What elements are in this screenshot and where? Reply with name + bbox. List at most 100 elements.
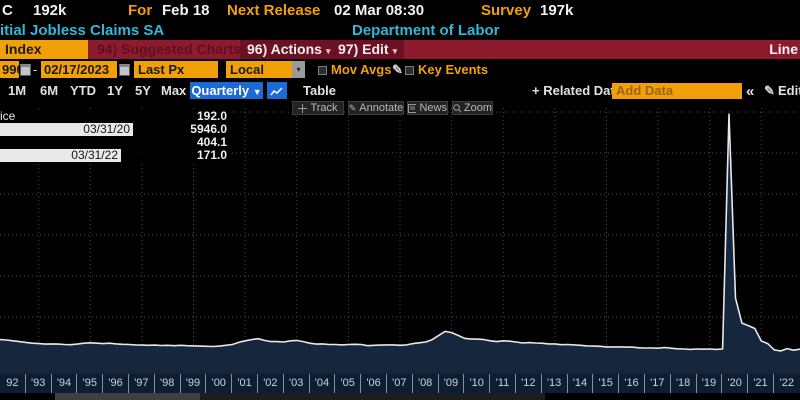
line-chart-icon[interactable] <box>267 82 287 99</box>
x-axis-tick-label: '99 <box>181 374 207 393</box>
for-label: For <box>128 2 153 19</box>
bottom-edge <box>55 393 200 400</box>
legend-date-highlight[interactable]: 03/31/20 <box>0 123 133 136</box>
actions-menu-button[interactable]: 96) Actions ▾ <box>240 40 338 59</box>
chevron-down-icon: ▾ <box>325 46 331 56</box>
annotate-button[interactable]: ✎ Annotate <box>348 101 404 115</box>
ticker-fragment: C <box>2 2 13 19</box>
calendar-icon[interactable] <box>119 64 130 76</box>
x-axis-tick-label: '11 <box>490 374 516 393</box>
info-bar: C 192k For Feb 18 Next Release 02 Mar 08… <box>0 0 800 21</box>
legend-row: 03/31/20 5946.0 <box>0 123 232 136</box>
suggested-charts-button[interactable]: 94) Suggested Charts <box>97 41 241 57</box>
actions-label: 96) Actions <box>247 41 322 57</box>
data-source: Department of Labor <box>352 22 500 39</box>
x-axis-tick-label: '00 <box>206 374 233 393</box>
x-axis-tick-label: '01 <box>232 374 258 393</box>
chevron-down-icon: ▼ <box>252 87 262 97</box>
from-date-field[interactable]: 990 <box>0 61 19 78</box>
tab-range-ytd[interactable]: YTD <box>70 83 96 98</box>
x-axis-tick-label: '04 <box>310 374 336 393</box>
survey-value: 197k <box>540 2 574 19</box>
legend-row: 03/31/22 171.0 <box>0 149 232 162</box>
related-data-label[interactable]: + Related Dat <box>532 83 615 98</box>
x-axis: 92'93'94'95'96'97'98'99'00'01'02'03'04'0… <box>0 374 800 393</box>
next-release-value: 02 Mar 08:30 <box>334 2 425 19</box>
x-axis-tick-label: '03 <box>284 374 310 393</box>
news-button[interactable]: News <box>407 101 448 115</box>
legend-row: 404.1 <box>0 136 232 149</box>
for-value: Feb 18 <box>162 2 210 19</box>
x-axis-tick-label: '19 <box>697 374 723 393</box>
x-axis-tick-label: '14 <box>568 374 594 393</box>
x-axis-tick-label: '08 <box>413 374 439 393</box>
mov-avgs-label[interactable]: Mov Avgs <box>331 62 392 77</box>
key-events-label[interactable]: Key Events <box>418 62 489 77</box>
annotate-label: Annotate <box>359 102 404 114</box>
annotate-icon: ✎ <box>348 103 357 113</box>
periodicity-select[interactable]: Quarterly ▼ <box>190 82 263 99</box>
tab-range-max[interactable]: Max <box>161 83 187 98</box>
currency-dropdown-arrow-icon[interactable]: ▾ <box>292 61 305 78</box>
pencil-icon[interactable]: ✎ <box>392 62 403 77</box>
zoom-label: Zoom <box>463 102 492 114</box>
legend-value: 5946.0 <box>190 122 227 136</box>
key-events-checkbox[interactable] <box>405 66 414 75</box>
edit-label: 97) Edit <box>338 41 389 57</box>
track-button[interactable]: Track <box>292 101 344 115</box>
x-axis-tick-label: 92 <box>0 374 26 393</box>
x-axis-tick-label: '09 <box>439 374 465 393</box>
zoom-button[interactable]: Zoom <box>452 101 493 115</box>
tab-range-1m[interactable]: 1M <box>8 83 27 98</box>
range-tabs-row: 1M 6M YTD 1Y 5Y Max Quarterly ▼ Table + Relat… <box>0 81 800 100</box>
edit-menu-button[interactable]: 97) Edit ▾ <box>331 40 405 59</box>
pencil-icon: ✎ <box>764 83 775 98</box>
x-axis-tick-label: '98 <box>155 374 181 393</box>
legend-value: 404.1 <box>196 135 227 149</box>
next-release-label: Next Release <box>227 2 321 19</box>
legend-date-highlight[interactable]: 03/31/22 <box>0 149 121 162</box>
legend-value: 171.0 <box>196 148 227 162</box>
x-axis-tick-label: '95 <box>77 374 104 393</box>
add-data-input[interactable]: Add Data <box>612 83 742 99</box>
calendar-icon[interactable] <box>20 64 31 76</box>
x-axis-tick-label: '16 <box>619 374 645 393</box>
track-label: Track <box>310 102 338 114</box>
currency-select[interactable]: Local CCY <box>226 61 292 78</box>
x-axis-tick-label: '12 <box>516 374 542 393</box>
legend-value: 192.0 <box>196 109 227 123</box>
x-axis-tick-label: '10 <box>464 374 491 393</box>
x-axis-tick-label: '20 <box>722 374 749 393</box>
bottom-edge <box>200 393 545 400</box>
x-axis-tick-label: '97 <box>129 374 155 393</box>
chart-legend: ice 192.0 03/31/20 5946.0 404.1 03/31/22 171.0 <box>0 110 232 162</box>
price-line <box>0 113 800 352</box>
x-axis-tick-label: '13 <box>542 374 568 393</box>
x-axis-tick-label: '05 <box>335 374 362 393</box>
legend-label: ice <box>0 109 16 123</box>
x-axis-tick-label: '21 <box>748 374 774 393</box>
tab-range-5y[interactable]: 5Y <box>135 83 151 98</box>
mov-avgs-checkbox[interactable] <box>318 66 327 75</box>
x-axis-tick-label: '02 <box>258 374 284 393</box>
legend-row: ice 192.0 <box>0 110 232 123</box>
tab-range-1y[interactable]: 1Y <box>107 83 123 98</box>
x-axis-tick-label: '94 <box>52 374 78 393</box>
periodicity-label: Quarterly <box>191 83 250 98</box>
x-axis-tick-label: '93 <box>26 374 52 393</box>
title-bar: itial Jobless Claims SA Department of La… <box>0 21 800 40</box>
edit-chart-button[interactable]: Edit <box>778 83 800 98</box>
x-axis-tick-label: '07 <box>387 374 413 393</box>
to-date-field[interactable]: 02/17/2023 <box>41 61 117 78</box>
last-value: 192k <box>33 2 67 19</box>
collapse-panel-icon[interactable]: « <box>746 83 755 100</box>
x-axis-tick-label: '18 <box>671 374 697 393</box>
price-field-select[interactable]: Last Px <box>134 61 218 78</box>
index-button[interactable]: Index <box>0 40 88 59</box>
x-axis-tick-label: '06 <box>361 374 387 393</box>
table-button[interactable]: Table <box>303 83 336 98</box>
area-fill <box>0 114 800 374</box>
tab-range-6m[interactable]: 6M <box>40 83 59 98</box>
track-icon <box>298 103 308 113</box>
